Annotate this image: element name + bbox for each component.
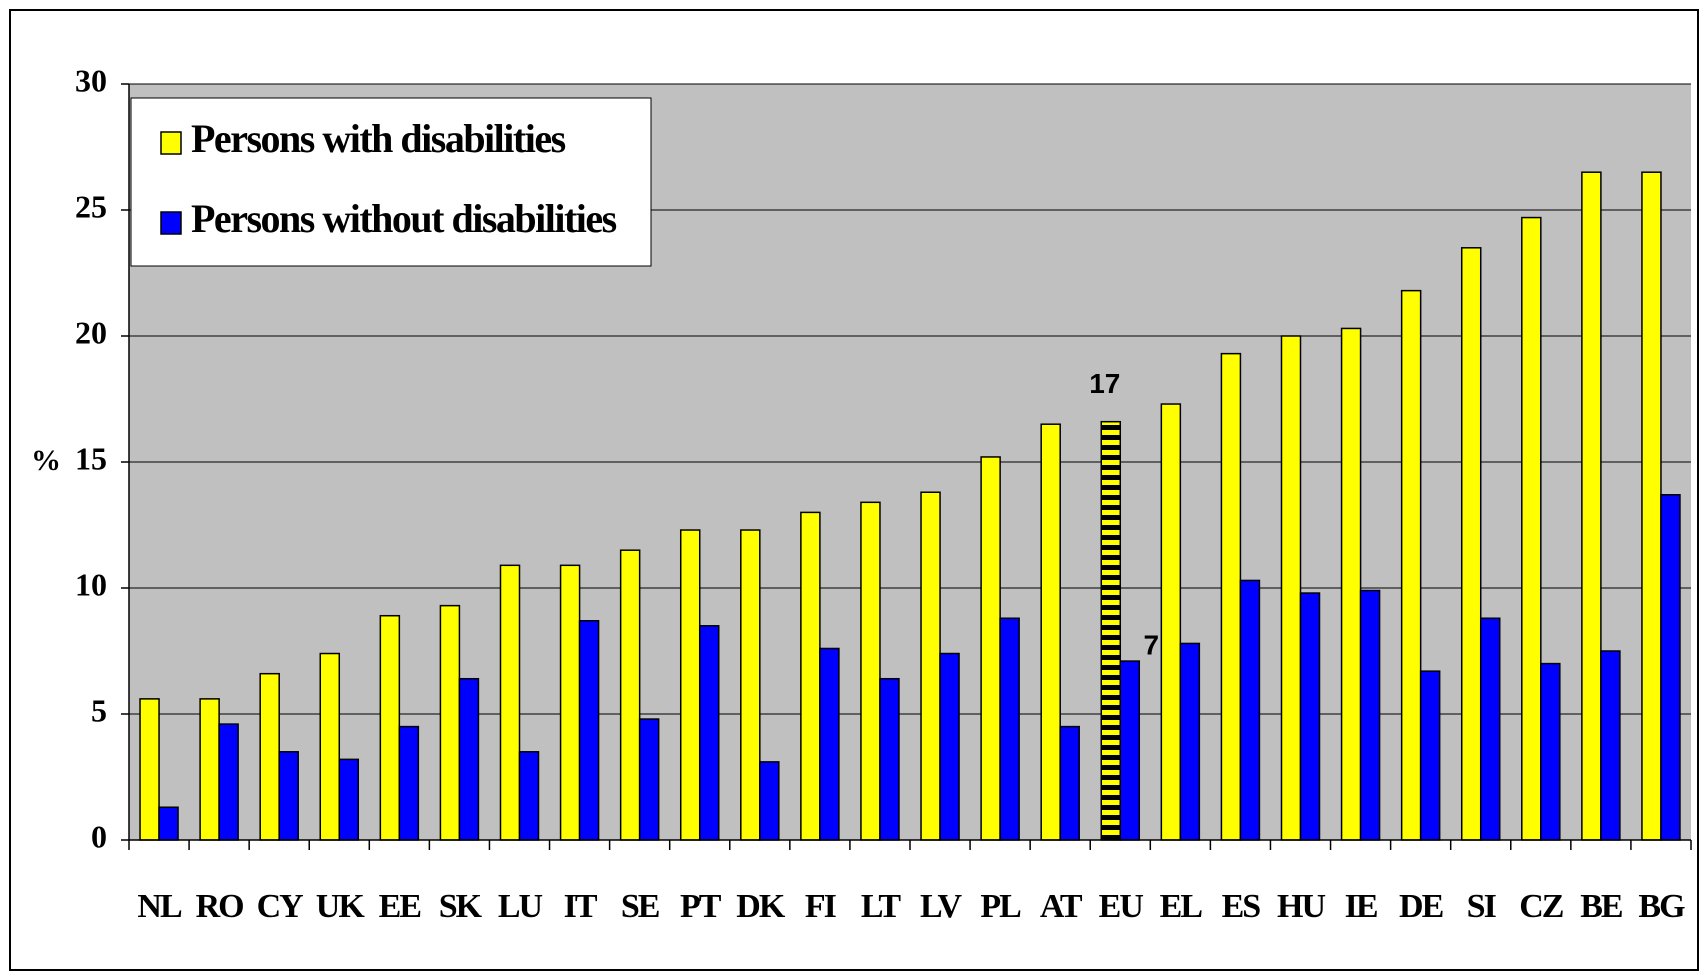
x-tick-label: SI bbox=[1467, 888, 1497, 925]
bar bbox=[619, 549, 641, 841]
bar bbox=[578, 620, 600, 841]
legend-box bbox=[130, 97, 652, 267]
bar bbox=[1220, 352, 1242, 841]
bar bbox=[1359, 589, 1381, 841]
x-tick-label: DE bbox=[1399, 888, 1443, 925]
data-label: 7 bbox=[1143, 629, 1159, 660]
bar bbox=[1641, 171, 1662, 841]
x-tick-label: LV bbox=[920, 888, 963, 925]
bar bbox=[1179, 642, 1201, 841]
legend-swatch bbox=[160, 211, 182, 235]
x-tick-label: IT bbox=[564, 888, 598, 925]
bar bbox=[379, 614, 401, 841]
x-tick-label: ES bbox=[1222, 888, 1261, 925]
x-tick-label: EL bbox=[1160, 888, 1203, 925]
x-tick-label: CY bbox=[257, 888, 304, 925]
bar bbox=[458, 677, 480, 841]
bar bbox=[638, 718, 660, 841]
legend-label: Persons with disabilities bbox=[191, 116, 566, 161]
bar bbox=[278, 751, 299, 841]
x-tick-label: NL bbox=[137, 888, 182, 925]
bar bbox=[1479, 617, 1501, 841]
x-tick-label: SK bbox=[439, 888, 483, 925]
x-tick-label: CZ bbox=[1519, 888, 1563, 925]
x-tick-label: SE bbox=[621, 888, 659, 925]
bar bbox=[1119, 660, 1141, 841]
bar bbox=[1540, 662, 1561, 841]
x-tick-label: BE bbox=[1580, 888, 1622, 925]
bar bbox=[319, 652, 341, 841]
x-tick-label: PL bbox=[980, 888, 1021, 925]
bar bbox=[1419, 670, 1441, 841]
bar bbox=[499, 564, 521, 841]
bar bbox=[1100, 420, 1122, 841]
y-tick-label: 25 bbox=[75, 188, 107, 224]
bar bbox=[1299, 592, 1321, 841]
bar bbox=[158, 806, 179, 841]
bar bbox=[920, 491, 941, 841]
x-tick-label: IE bbox=[1345, 888, 1377, 925]
bar bbox=[1521, 216, 1542, 841]
y-tick-label: 15 bbox=[75, 440, 107, 476]
bar bbox=[1160, 403, 1182, 841]
bar bbox=[819, 647, 840, 841]
legend-label: Persons without disabilities bbox=[191, 196, 617, 241]
bar bbox=[1581, 171, 1602, 841]
bar bbox=[139, 698, 160, 841]
bar bbox=[740, 529, 761, 841]
bar bbox=[999, 617, 1020, 841]
bar bbox=[1660, 494, 1681, 841]
bar bbox=[1040, 423, 1061, 841]
bar bbox=[398, 725, 420, 841]
x-tick-label: EE bbox=[379, 888, 421, 925]
x-tick-label: BG bbox=[1638, 888, 1685, 925]
data-label: 17 bbox=[1089, 368, 1120, 399]
bar bbox=[559, 564, 581, 841]
y-tick-label: 0 bbox=[91, 818, 107, 854]
bar bbox=[800, 511, 821, 841]
x-tick-label: FI bbox=[805, 888, 837, 925]
x-tick-label: EU bbox=[1099, 888, 1144, 925]
y-tick-label: 5 bbox=[91, 692, 107, 728]
legend-swatch bbox=[160, 131, 182, 155]
bar bbox=[439, 604, 461, 841]
bar bbox=[939, 652, 960, 841]
x-tick-label: DK bbox=[736, 888, 786, 925]
bar bbox=[879, 677, 900, 841]
bar bbox=[1280, 335, 1302, 841]
y-tick-label: 30 bbox=[75, 62, 107, 98]
y-tick-label: 10 bbox=[75, 566, 107, 602]
bar bbox=[338, 758, 360, 841]
bar bbox=[1239, 579, 1261, 841]
x-tick-label: LT bbox=[861, 888, 902, 925]
bar bbox=[518, 751, 540, 841]
bar bbox=[1059, 725, 1080, 841]
bar bbox=[759, 761, 780, 841]
y-axis-label: % bbox=[31, 444, 61, 477]
bar bbox=[679, 529, 701, 841]
bar bbox=[1340, 327, 1362, 841]
bar bbox=[1460, 247, 1482, 841]
x-tick-label: PT bbox=[680, 888, 722, 925]
x-tick-label: LU bbox=[498, 888, 543, 925]
bar bbox=[980, 456, 1001, 841]
y-tick-label: 20 bbox=[75, 314, 107, 350]
bar bbox=[698, 625, 720, 841]
x-tick-label: HU bbox=[1277, 888, 1325, 925]
bar bbox=[199, 698, 220, 841]
x-tick-label: UK bbox=[316, 888, 366, 925]
bar bbox=[259, 672, 280, 841]
x-tick-label: AT bbox=[1040, 888, 1083, 925]
bar bbox=[1600, 650, 1621, 841]
x-tick-label: RO bbox=[196, 888, 244, 925]
bar bbox=[218, 723, 239, 841]
bar bbox=[1400, 289, 1422, 841]
bar bbox=[860, 501, 881, 841]
